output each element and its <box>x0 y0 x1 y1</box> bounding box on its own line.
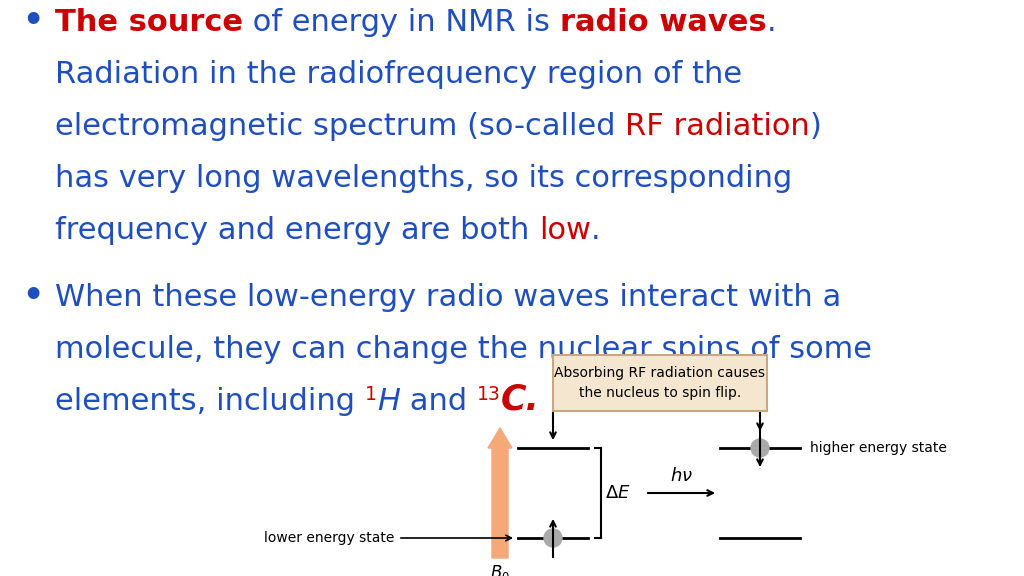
Text: RF radiation: RF radiation <box>626 112 810 141</box>
Text: and: and <box>399 387 476 416</box>
Text: has very long wavelengths, so its corresponding: has very long wavelengths, so its corres… <box>55 164 793 193</box>
Text: the nucleus to spin flip.: the nucleus to spin flip. <box>579 386 741 400</box>
Text: $\Delta E$: $\Delta E$ <box>605 484 631 502</box>
Text: lower energy state: lower energy state <box>263 531 394 545</box>
Text: •: • <box>22 5 43 38</box>
Text: 1: 1 <box>365 385 377 404</box>
Text: of energy in NMR is: of energy in NMR is <box>243 8 560 37</box>
Text: 13: 13 <box>476 385 501 404</box>
Text: higher energy state: higher energy state <box>810 441 947 455</box>
Circle shape <box>751 439 769 457</box>
Text: $B_0$: $B_0$ <box>490 563 510 576</box>
Text: .: . <box>591 216 601 245</box>
Text: When these low-energy radio waves interact with a: When these low-energy radio waves intera… <box>55 283 842 312</box>
Text: molecule, they can change the nuclear spins of some: molecule, they can change the nuclear sp… <box>55 335 872 364</box>
Text: $h\nu$: $h\nu$ <box>670 467 693 485</box>
FancyArrow shape <box>488 428 512 558</box>
Text: .: . <box>766 8 776 37</box>
Text: Absorbing RF radiation causes: Absorbing RF radiation causes <box>555 366 766 380</box>
Text: frequency and energy are both: frequency and energy are both <box>55 216 539 245</box>
Text: C.: C. <box>501 383 539 417</box>
Text: The source: The source <box>55 8 243 37</box>
FancyBboxPatch shape <box>553 355 767 411</box>
Text: radio waves: radio waves <box>560 8 766 37</box>
Text: elements, including: elements, including <box>55 387 365 416</box>
Text: Radiation in the radiofrequency region of the: Radiation in the radiofrequency region o… <box>55 60 742 89</box>
Text: low: low <box>539 216 591 245</box>
Text: H: H <box>377 387 399 416</box>
Text: •: • <box>22 280 43 313</box>
Text: electromagnetic spectrum (so-called: electromagnetic spectrum (so-called <box>55 112 626 141</box>
Circle shape <box>544 529 562 547</box>
Text: ): ) <box>810 112 822 141</box>
